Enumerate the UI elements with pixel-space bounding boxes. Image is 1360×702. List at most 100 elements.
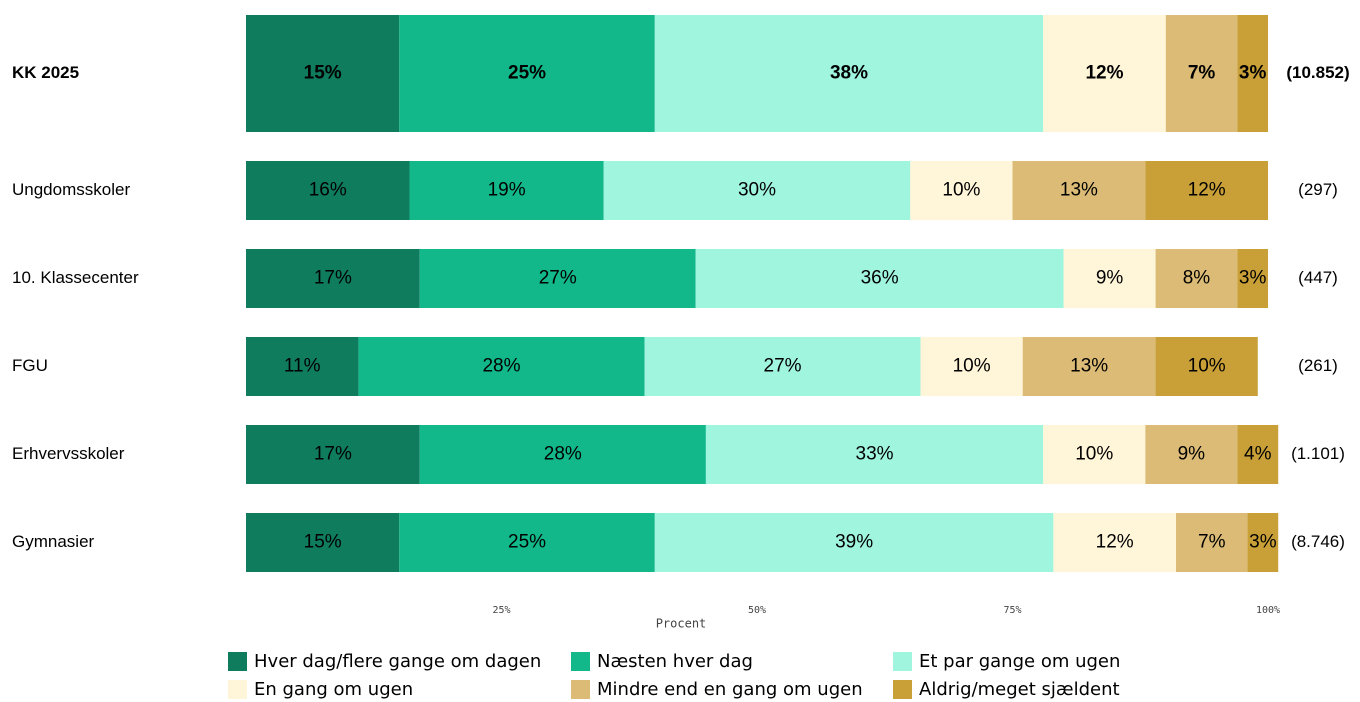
- bar-segment: [1043, 425, 1146, 484]
- bar-segment: [1237, 425, 1279, 484]
- category-label: 10. Klassecenter: [12, 268, 139, 287]
- legend-swatch: [571, 680, 590, 699]
- x-axis-title: Procent: [656, 617, 707, 631]
- legend-label: Aldrig/meget sjældent: [919, 679, 1120, 700]
- bar-segment: [409, 161, 604, 220]
- bar-segment: [1053, 513, 1177, 572]
- bar-segment: [705, 425, 1044, 484]
- bar-segment: [246, 161, 410, 220]
- x-tick-label: 25%: [492, 605, 510, 616]
- data-label: 28%: [544, 444, 582, 465]
- count-label: (297): [1298, 180, 1338, 199]
- data-label: 7%: [1198, 532, 1226, 553]
- bar-segment: [246, 15, 400, 132]
- bar-segment: [1176, 513, 1248, 572]
- data-label: 8%: [1183, 268, 1211, 289]
- category-label: FGU: [12, 356, 48, 375]
- data-label: 25%: [508, 532, 546, 553]
- data-label: 3%: [1239, 63, 1267, 84]
- bar-segment: [399, 15, 655, 132]
- bar-segment: [1155, 337, 1258, 396]
- data-label: 10%: [942, 180, 980, 201]
- count-label: (261): [1298, 356, 1338, 375]
- data-label: 38%: [830, 63, 868, 84]
- category-label: Gymnasier: [12, 532, 95, 551]
- data-label: 11%: [284, 356, 321, 377]
- data-label: 36%: [861, 268, 899, 289]
- data-label: 9%: [1178, 444, 1206, 465]
- data-label: 27%: [539, 268, 577, 289]
- data-label: 10%: [1188, 356, 1226, 377]
- bar-segment: [358, 337, 645, 396]
- bar-segment: [246, 337, 359, 396]
- bar-segment: [1155, 249, 1238, 308]
- legend-swatch: [228, 652, 247, 671]
- data-label: 17%: [314, 268, 352, 289]
- legend-label: Et par gange om ugen: [919, 651, 1120, 672]
- count-label: (1.101): [1291, 444, 1345, 463]
- data-label: 28%: [482, 356, 520, 377]
- category-label: KK 2025: [12, 63, 79, 82]
- data-label: 25%: [508, 63, 546, 84]
- bar-segment: [246, 513, 400, 572]
- bar-segment: [1145, 425, 1238, 484]
- legend-label: En gang om ugen: [254, 679, 413, 700]
- legend-label: Næsten hver dag: [597, 651, 753, 672]
- bar-segment: [246, 249, 420, 308]
- bar-segment: [1247, 513, 1279, 572]
- x-tick-label: 75%: [1003, 605, 1021, 616]
- bar-segment: [920, 337, 1023, 396]
- bar-segment: [1145, 161, 1268, 220]
- bar-segment: [246, 425, 420, 484]
- data-label: 13%: [1070, 356, 1108, 377]
- data-label: 7%: [1188, 63, 1216, 84]
- category-label: Erhvervsskoler: [12, 444, 125, 463]
- data-label: 30%: [738, 180, 776, 201]
- bar-segment: [419, 249, 696, 308]
- data-label: 15%: [304, 63, 342, 84]
- count-label: (10.852): [1286, 63, 1349, 82]
- bar-segment: [1063, 249, 1156, 308]
- category-label: Ungdomsskoler: [12, 180, 130, 199]
- count-label: (447): [1298, 268, 1338, 287]
- bar-segment: [1043, 15, 1166, 132]
- bar-segment: [910, 161, 1013, 220]
- data-label: 3%: [1239, 268, 1267, 289]
- legend-label: Hver dag/flere gange om dagen: [254, 651, 541, 672]
- bar-segment: [1165, 15, 1238, 132]
- data-label: 10%: [1075, 444, 1113, 465]
- bar-segment: [603, 161, 911, 220]
- data-label: 4%: [1244, 444, 1272, 465]
- count-label: (8.746): [1291, 532, 1345, 551]
- bar-segment: [695, 249, 1064, 308]
- data-label: 12%: [1096, 532, 1134, 553]
- data-label: 12%: [1188, 180, 1226, 201]
- bar-segment: [419, 425, 706, 484]
- legend-swatch: [893, 652, 912, 671]
- bar-segment: [1012, 161, 1146, 220]
- data-label: 33%: [856, 444, 894, 465]
- data-label: 39%: [835, 532, 873, 553]
- data-label: 19%: [488, 180, 526, 201]
- data-label: 13%: [1060, 180, 1098, 201]
- bar-segment: [654, 513, 1054, 572]
- x-tick-label: 100%: [1256, 605, 1280, 616]
- bar-segment: [1237, 15, 1268, 132]
- legend-swatch: [571, 652, 590, 671]
- bar-segment: [644, 337, 921, 396]
- data-label: 27%: [764, 356, 802, 377]
- data-label: 16%: [309, 180, 347, 201]
- data-label: 15%: [304, 532, 342, 553]
- data-label: 17%: [314, 444, 352, 465]
- bar-segment: [399, 513, 655, 572]
- legend-swatch: [893, 680, 912, 699]
- data-label: 10%: [953, 356, 991, 377]
- bar-segment: [1237, 249, 1268, 308]
- data-label: 9%: [1096, 268, 1124, 289]
- x-tick-label: 50%: [748, 605, 766, 616]
- bar-segment: [1022, 337, 1156, 396]
- bar-segment: [654, 15, 1044, 132]
- data-label: 12%: [1085, 63, 1123, 84]
- legend-swatch: [228, 680, 247, 699]
